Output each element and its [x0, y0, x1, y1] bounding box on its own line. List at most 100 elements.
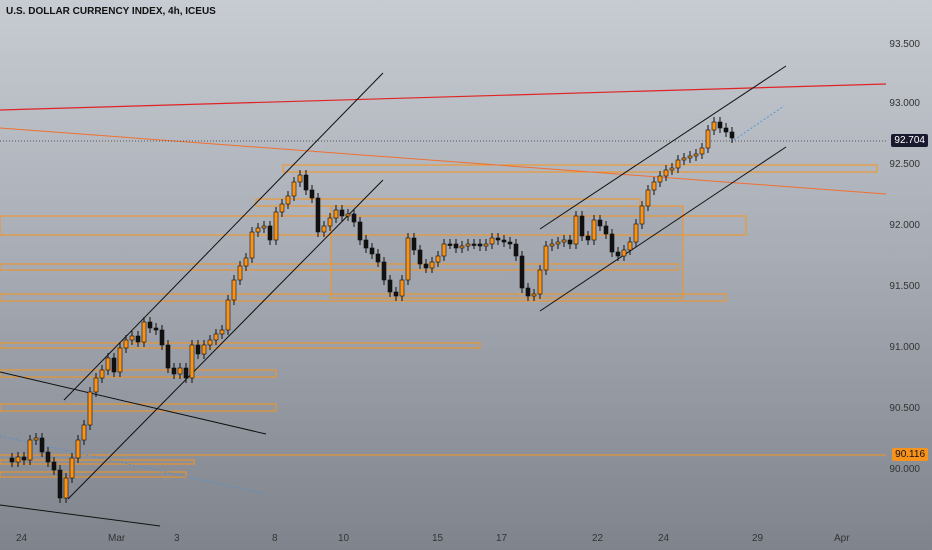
candle-body: [699, 147, 705, 155]
channel-line: [539, 146, 787, 312]
candle-body: [609, 233, 615, 253]
candle-body: [339, 209, 345, 217]
candle-body: [471, 243, 477, 246]
price-tick: 92.000: [889, 220, 920, 231]
candle-body: [267, 225, 273, 241]
candle-body: [405, 237, 411, 281]
candle-body: [507, 241, 513, 245]
zone: [282, 164, 878, 173]
candle-body: [729, 131, 735, 139]
candle-body: [333, 209, 339, 219]
candle-body: [171, 367, 177, 375]
candle-body: [261, 225, 267, 229]
candle-body: [591, 219, 597, 241]
candle-body: [495, 237, 501, 241]
candle-body: [111, 357, 117, 373]
candle-body: [369, 247, 375, 255]
projection-line: [733, 105, 785, 141]
candle-body: [519, 255, 525, 289]
candle-body: [387, 279, 393, 293]
level-price-label: 90.116: [892, 448, 928, 461]
candle-body: [615, 251, 621, 257]
candle-body: [345, 213, 351, 217]
candle-body: [219, 329, 225, 335]
candle-body: [483, 243, 489, 247]
candle-body: [351, 213, 357, 223]
candle-body: [651, 181, 657, 191]
candlesticks[interactable]: [9, 117, 735, 503]
candle-body: [243, 257, 249, 267]
candle-body: [159, 329, 165, 346]
candle-body: [81, 424, 87, 441]
candle-body: [177, 367, 183, 375]
candle-body: [45, 451, 51, 463]
candle-body: [429, 261, 435, 269]
candle-body: [465, 243, 471, 247]
candle-body: [129, 335, 135, 341]
price-axis[interactable]: 93.500 93.000 92.500 92.000 91.500 91.00…: [886, 0, 932, 528]
candle-body: [417, 249, 423, 265]
channel-line: [63, 72, 384, 401]
zone: [0, 342, 481, 349]
candle-body: [309, 189, 315, 199]
candle-body: [327, 217, 333, 227]
candle-body: [453, 243, 459, 249]
candle-body: [621, 249, 627, 257]
candle-body: [201, 344, 207, 355]
time-tick: 24: [16, 533, 28, 544]
candle-body: [87, 391, 93, 426]
candle-body: [207, 339, 213, 346]
zone: [255, 198, 641, 207]
candle-body: [63, 477, 69, 499]
candle-body: [279, 203, 285, 213]
candle-body: [711, 121, 717, 131]
candle-body: [603, 225, 609, 235]
price-tick: 92.500: [889, 159, 920, 170]
orange-trendline[interactable]: [0, 127, 886, 195]
candle-body: [441, 243, 447, 257]
candle-body: [33, 437, 39, 441]
candle-body: [555, 241, 561, 245]
candle-body: [291, 181, 297, 197]
projection-line: [0, 435, 267, 495]
candle-body: [123, 339, 129, 349]
candle-body: [399, 279, 405, 297]
candle-body: [657, 175, 663, 183]
candle-body: [561, 239, 567, 243]
time-axis[interactable]: 24 Mar 3 8 10 15 17 22 24 29 Apr: [0, 528, 932, 550]
time-tick: 24: [658, 533, 670, 544]
candle-body: [513, 243, 519, 257]
candle-body: [165, 344, 171, 369]
price-tick: 90.500: [889, 403, 920, 414]
candle-body: [273, 211, 279, 241]
candle-body: [195, 344, 201, 355]
candle-body: [75, 439, 81, 459]
chart-title: U.S. DOLLAR CURRENCY INDEX, 4h, ICEUS: [6, 6, 216, 17]
red-trendline[interactable]: [0, 83, 886, 111]
candle-body: [525, 287, 531, 297]
price-chart[interactable]: [0, 0, 886, 528]
price-tick: 93.500: [889, 39, 920, 50]
channel-line: [67, 179, 384, 500]
candle-body: [543, 245, 549, 271]
candle-body: [15, 456, 21, 463]
zone: [0, 215, 747, 236]
time-tick: 17: [496, 533, 508, 544]
candle-body: [225, 299, 231, 331]
time-tick: 3: [174, 533, 180, 544]
candle-body: [117, 347, 123, 373]
candle-body: [99, 369, 105, 379]
candle-body: [633, 223, 639, 243]
candle-body: [645, 189, 651, 207]
candle-body: [27, 439, 33, 461]
candle-body: [297, 174, 303, 183]
candle-body: [477, 243, 483, 247]
time-tick: 15: [432, 533, 444, 544]
candle-body: [459, 245, 465, 249]
candle-body: [303, 174, 309, 191]
candle-body: [51, 461, 57, 471]
candle-body: [255, 227, 261, 233]
channels[interactable]: [0, 65, 787, 527]
candle-body: [693, 153, 699, 157]
candle-body: [549, 243, 555, 247]
